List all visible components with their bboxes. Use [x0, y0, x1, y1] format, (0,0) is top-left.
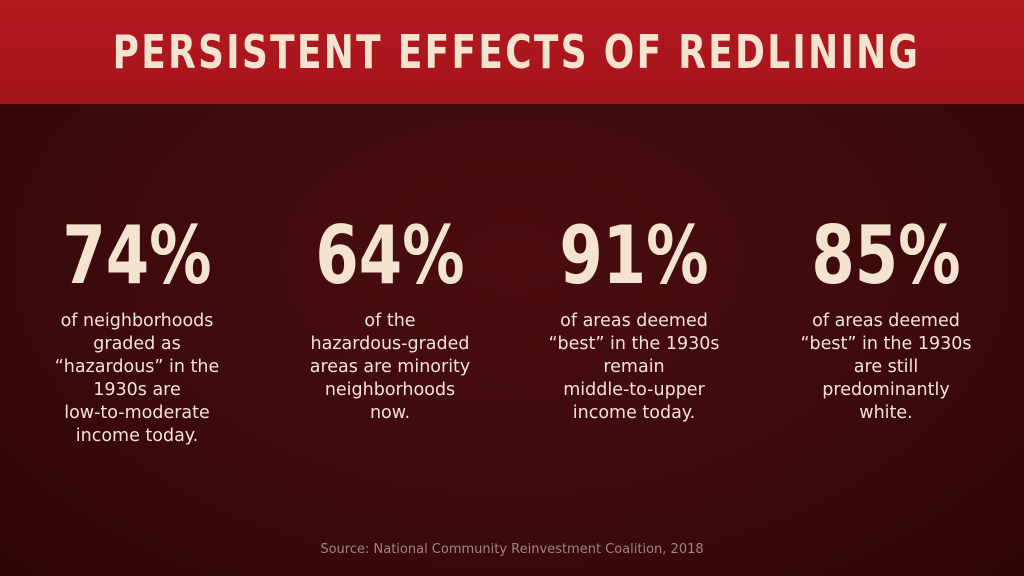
stat-value: 85% [811, 209, 961, 302]
stat-block-2: 64% of the hazardous-graded areas are mi… [290, 212, 490, 425]
stat-description: of neighborhoods graded as “hazardous” i… [54, 311, 220, 446]
stat-value: 91% [559, 209, 709, 302]
page-title: PERSISTENT EFFECTS OF REDLINING [112, 25, 921, 79]
stat-value: 64% [315, 209, 465, 302]
stat-description: of areas deemed “best” in the 1930s rema… [548, 311, 720, 423]
stat-value: 74% [62, 209, 212, 302]
stat-block-3: 91% of areas deemed “best” in the 1930s … [534, 212, 734, 425]
stat-block-4: 85% of areas deemed “best” in the 1930s … [786, 212, 986, 425]
stat-description: of areas deemed “best” in the 1930s are … [800, 311, 972, 423]
stat-block-1: 74% of neighborhoods graded as “hazardou… [37, 212, 237, 448]
header-band [0, 0, 1024, 104]
stat-description: of the hazardous-graded areas are minori… [309, 311, 471, 423]
source-citation: Source: National Community Reinvestment … [320, 542, 704, 557]
